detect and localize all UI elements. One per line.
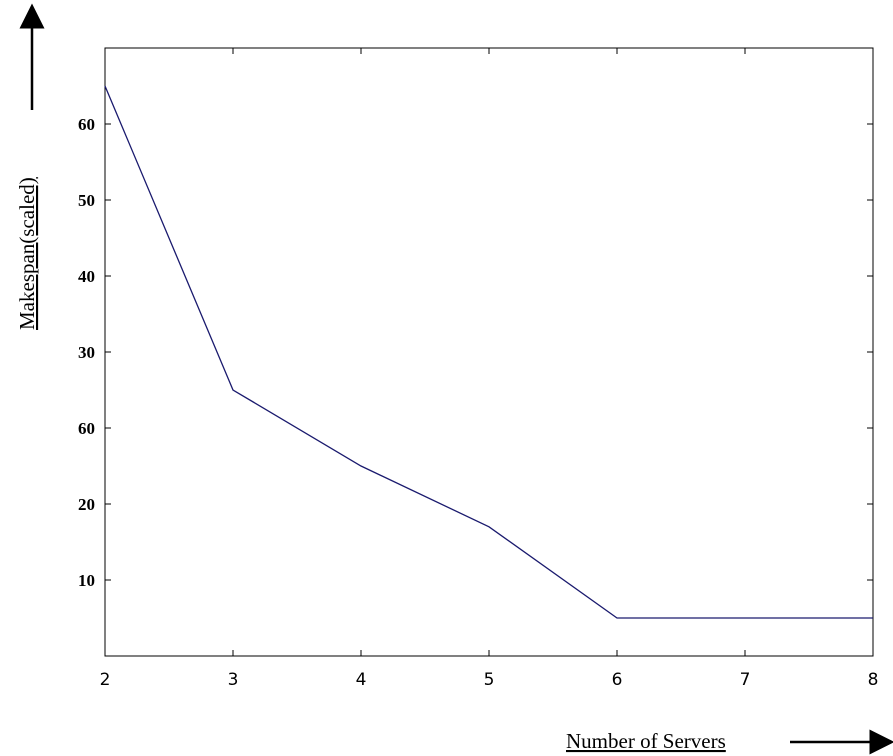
series-layer (104, 85, 873, 619)
y-tick-label: 60 (78, 419, 95, 438)
x-tick-label: 7 (740, 670, 751, 690)
y-axis-ticks: 10 20 60 30 40 50 60 (78, 115, 873, 590)
y-tick-label: 60 (78, 115, 95, 134)
x-tick-label: 2 (100, 670, 111, 690)
y-tick-label: 40 (78, 267, 95, 286)
plot-frame (104, 47, 874, 657)
x-tick-label: 6 (612, 670, 623, 690)
y-tick-label: 50 (78, 191, 95, 210)
y-axis-title: Makespan(scaled) (15, 177, 39, 330)
y-tick-label: 20 (78, 495, 95, 514)
x-tick-label: 8 (868, 670, 879, 690)
x-tick-label: 4 (356, 670, 367, 690)
y-tick-label: 10 (78, 571, 95, 590)
x-axis-title: Number of Servers (566, 729, 726, 753)
x-tick-label: 3 (228, 670, 239, 690)
x-axis-ticks: 2 3 4 5 6 7 8 (100, 48, 879, 690)
series-line (104, 85, 873, 619)
y-tick-label: 30 (78, 343, 95, 362)
x-tick-label: 5 (484, 670, 495, 690)
